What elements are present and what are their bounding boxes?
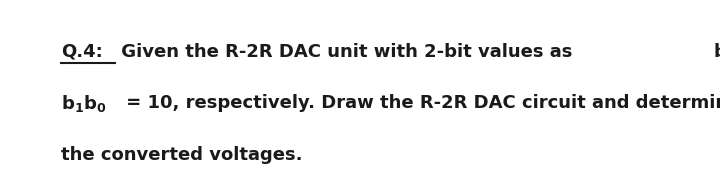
Text: the converted voltages.: the converted voltages. (61, 146, 302, 164)
Text: = 10, respectively. Draw the R-2R DAC circuit and determine: = 10, respectively. Draw the R-2R DAC ci… (120, 94, 720, 112)
Text: $\mathbf{b_1b_0}$: $\mathbf{b_1b_0}$ (61, 93, 107, 114)
Text: Given the R-2R DAC unit with 2-bit values as: Given the R-2R DAC unit with 2-bit value… (115, 43, 579, 61)
Text: $\mathbf{b_1b_0}$: $\mathbf{b_1b_0}$ (714, 41, 720, 62)
Text: Q.4:: Q.4: (61, 43, 103, 61)
